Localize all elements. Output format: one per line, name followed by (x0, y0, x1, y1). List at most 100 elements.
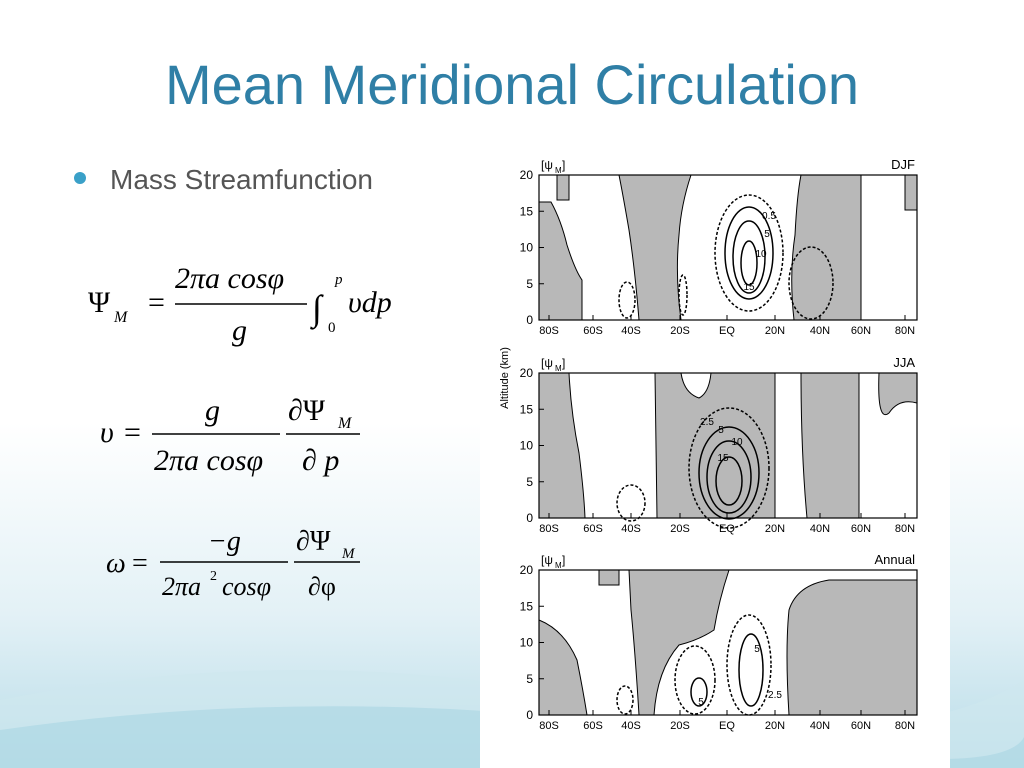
contour (740, 240, 758, 286)
contour-label: 2.5 (768, 690, 782, 701)
eq-numerator: −g (208, 526, 241, 557)
contour (788, 246, 834, 320)
y-tick-label: 10 (520, 439, 534, 453)
x-tick-label: 20S (670, 523, 690, 535)
eq-lhs: ω (106, 548, 126, 579)
x-tick-label: 40N (810, 523, 830, 535)
y-tick-label: 5 (526, 475, 533, 489)
figure: Altitude (km) [ψ M] DJF0.5510152015105080S… (480, 133, 950, 768)
eq-numerator: g (205, 394, 220, 427)
panel-symbol-end: ] (562, 158, 565, 172)
panel-symbol: [ψ (541, 553, 553, 567)
panel-symbol-end: ] (562, 356, 565, 370)
contour (616, 484, 646, 522)
panel-symbol: [ψ (541, 158, 553, 172)
contour (738, 633, 764, 707)
equations: Ψ M = 2πa cosφ g ∫ p 0 υdp υ = g 2πa cos… (88, 262, 392, 601)
x-tick-label: 80S (539, 325, 559, 337)
x-tick-label: 20S (670, 325, 690, 337)
y-axis-label: Altitude (km) (499, 347, 511, 409)
x-tick-label: 60N (851, 720, 871, 732)
contour (616, 685, 634, 715)
panel-symbol-sub: M (555, 166, 562, 175)
eq-equals: = (124, 416, 141, 449)
y-tick-label: 0 (526, 511, 533, 525)
shading (556, 174, 570, 201)
x-tick-label: 60S (583, 523, 603, 535)
contour (706, 440, 752, 514)
eq-denominator: 2πa cosφ (154, 444, 263, 477)
contour (618, 281, 636, 319)
contour (726, 614, 772, 716)
contour (690, 677, 708, 707)
x-tick-label: 40S (621, 720, 641, 732)
shading (878, 372, 918, 416)
contour-label: 2.5 (700, 417, 714, 428)
contour (715, 456, 743, 506)
eq-denominator: cosφ (222, 572, 271, 601)
eq-numerator: ∂Ψ (288, 394, 326, 427)
x-tick-label: 20N (765, 720, 785, 732)
panel-label: JJA (893, 355, 915, 370)
shading (904, 174, 918, 211)
contour (678, 274, 688, 316)
panel-label: DJF (891, 157, 915, 172)
shading (800, 372, 860, 519)
panel-symbol-end: ] (562, 553, 565, 567)
shading (538, 619, 588, 716)
eq-lower: 0 (328, 320, 336, 336)
eq-sup: 2 (210, 569, 217, 584)
contour-label: 15 (743, 282, 755, 293)
contour-label: 5 (754, 644, 760, 655)
panel-label: Annual (875, 552, 916, 567)
eq-denominator: g (232, 314, 247, 347)
contour (674, 645, 716, 715)
x-tick-label: 40S (621, 325, 641, 337)
panel: [ψ M] DJF 0.5 5 10 15 20 15 10 5 0 80S 60S 40S 20S EQ 20N… (520, 157, 918, 337)
x-tick-label: 20N (765, 523, 785, 535)
eq-lhs: υ (100, 416, 114, 449)
contour (732, 220, 766, 294)
y-tick-label: 15 (520, 204, 534, 218)
x-tick-label: EQ (719, 720, 735, 732)
y-tick-label: 0 (526, 708, 533, 722)
eq-sub: M (341, 546, 356, 562)
contour-label: 0.5 (762, 211, 776, 222)
shading (786, 579, 918, 716)
x-tick-label: 60N (851, 523, 871, 535)
contour (714, 194, 784, 312)
y-tick-label: 15 (520, 402, 534, 416)
eq-equals: = (132, 548, 148, 579)
x-tick-label: 80S (539, 523, 559, 535)
contour-label: 5 (698, 697, 704, 708)
x-tick-label: 40S (621, 523, 641, 535)
contour (724, 206, 774, 300)
eq-numerator: 2πa cosφ (175, 262, 284, 295)
eq-denominator: ∂ p (302, 444, 339, 477)
x-tick-label: 80S (539, 720, 559, 732)
y-tick-label: 20 (520, 563, 534, 577)
x-tick-label: 40N (810, 325, 830, 337)
eq-integral: ∫ (310, 288, 324, 330)
contour-label: 15 (717, 453, 729, 464)
shading (654, 372, 776, 519)
eq-sub: M (337, 415, 353, 432)
shading (598, 569, 620, 586)
y-tick-label: 5 (526, 672, 533, 686)
contour-label: 5 (718, 425, 724, 436)
x-tick-label: EQ (719, 523, 735, 535)
y-tick-label: 5 (526, 277, 533, 291)
contour (698, 426, 760, 520)
eq-denominator: 2πa (162, 572, 201, 601)
panel-symbol: [ψ (541, 356, 553, 370)
y-tick-label: 20 (520, 168, 534, 182)
x-tick-label: 60N (851, 325, 871, 337)
panel-symbol-sub: M (555, 364, 562, 373)
x-tick-label: 60S (583, 325, 603, 337)
panel-symbol-sub: M (555, 561, 562, 570)
panel: [ψ M] Annual 5 5 2.5 20 15 10 5 0 80S 60S 40S 20S EQ 20N… (520, 552, 918, 732)
shading (628, 569, 730, 716)
contour-label: 10 (755, 249, 767, 260)
